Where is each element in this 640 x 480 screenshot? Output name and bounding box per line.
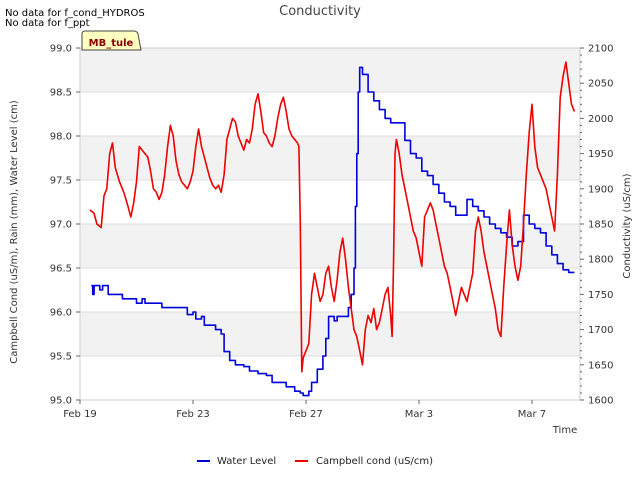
x-axis-label: Time (552, 425, 577, 436)
background-band (80, 312, 580, 356)
no-data-note-ppt: No data for f_ppt (5, 18, 90, 29)
left-tick-label: 99.0 (50, 44, 72, 55)
x-tick-label: Feb 19 (63, 409, 97, 420)
site-label-background (81, 30, 142, 51)
x-tick-label: Mar 7 (518, 409, 546, 420)
background-band (80, 180, 580, 224)
right-tick-label: 1650 (588, 360, 613, 371)
site-label: MB_tule (89, 38, 134, 49)
y-axis-left-label: Campbell Cond (uS/m), Rain (mm), Water L… (9, 100, 20, 364)
background-band (80, 92, 580, 136)
background-band (80, 356, 580, 400)
no-data-note-hydros: No data for f_cond_HYDROS (5, 8, 145, 19)
x-tick-label: Mar 3 (405, 409, 433, 420)
left-tick-label: 97.0 (50, 220, 72, 231)
water-level-line (91, 66, 575, 397)
right-tick-label: 2000 (588, 114, 613, 125)
left-tick-label: 96.0 (50, 308, 72, 319)
legend-campbell-cond-label: Campbell cond (uS/cm) (316, 456, 433, 467)
background-band (80, 48, 580, 92)
left-tick-label: 95.0 (50, 396, 72, 407)
left-tick-label: 95.5 (50, 352, 72, 363)
background-band (80, 224, 580, 268)
left-tick-label: 97.5 (50, 176, 72, 187)
site-label-box: MB_tule (81, 30, 142, 51)
right-tick-label: 1800 (588, 255, 613, 266)
background-bands (80, 48, 580, 400)
right-tick-label: 1700 (588, 325, 613, 336)
x-tick-label: Feb 23 (176, 409, 210, 420)
chart-title: Conductivity (279, 4, 361, 19)
left-tick-label: 96.5 (50, 264, 72, 275)
left-tick-label: 98.5 (50, 88, 72, 99)
legend: Water Level Campbell cond (uS/cm) (197, 456, 433, 467)
series-layer (89, 61, 576, 397)
right-tick-label: 1900 (588, 184, 613, 195)
x-axis-ticks: Feb 19 Feb 23 Feb 27 Mar 3 Mar 7 (63, 400, 546, 420)
right-tick-label: 1600 (588, 396, 613, 407)
left-tick-label: 98.0 (50, 132, 72, 143)
y-axis-right-label: Conductivity (uS/cm) (622, 173, 633, 278)
right-tick-label: 2100 (588, 44, 613, 55)
left-axis-ticks: 95.0 95.5 96.0 96.5 97.0 97.5 98.0 98.5 99.0 (50, 44, 80, 407)
legend-water-level-label: Water Level (217, 456, 276, 467)
right-tick-label: 1950 (588, 149, 613, 160)
campbell-cond-line (89, 61, 576, 373)
right-axis-ticks: 1600 1650 1700 1750 1800 1850 1900 1950 2000 2050… (580, 44, 613, 407)
right-tick-label: 1850 (588, 220, 613, 231)
right-tick-label: 1750 (588, 290, 613, 301)
right-tick-label: 2050 (588, 79, 613, 90)
x-tick-label: Feb 27 (289, 409, 323, 420)
background-band (80, 136, 580, 180)
